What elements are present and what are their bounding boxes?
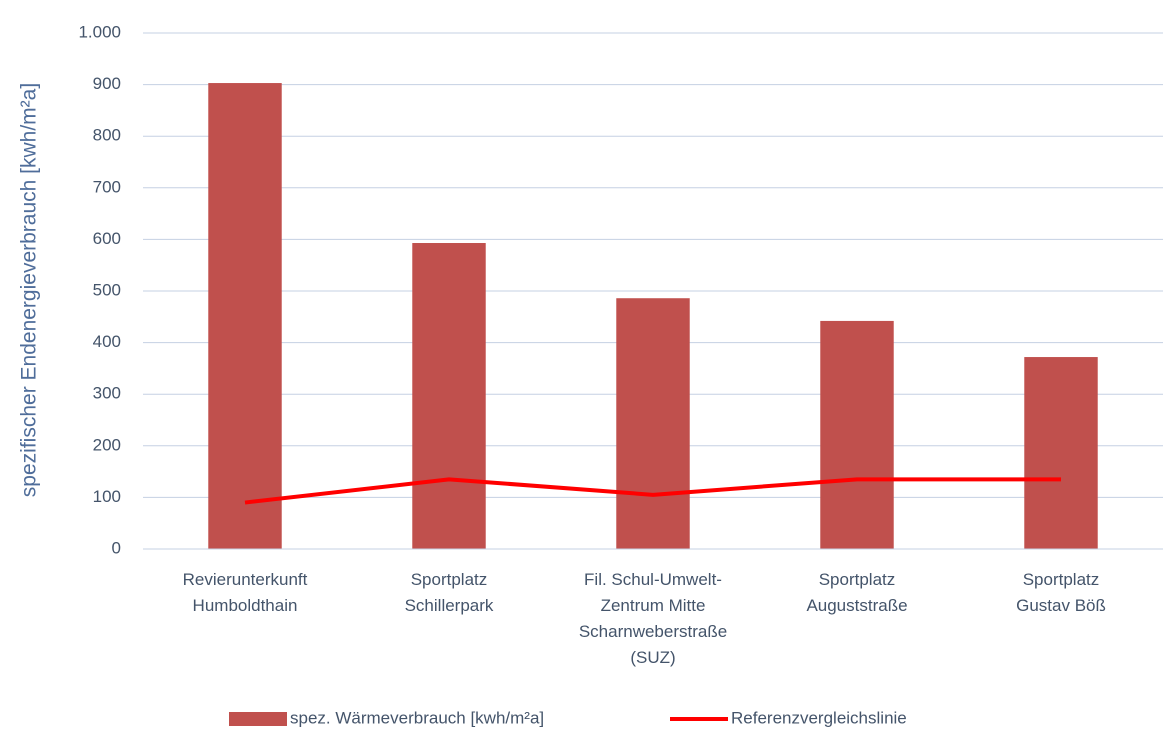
line — [244, 477, 1061, 505]
x-tick-label: Sportplatz Schillerpark — [404, 570, 494, 615]
y-tick-label: 200 — [93, 435, 121, 454]
bar — [616, 298, 690, 549]
x-tick-label: Sportplatz Auguststraße — [806, 570, 908, 615]
y-tick-label: 800 — [93, 126, 121, 145]
y-axis-title: spezifischer Endenergieverbrauch [kwh/m²… — [18, 83, 41, 497]
x-tick-label: Revierunterkunft Humboldthain — [182, 570, 308, 615]
x-tick-label: Sportplatz Gustav Böß — [1016, 570, 1106, 615]
y-tick-label: 1.000 — [78, 22, 121, 41]
bar — [412, 243, 486, 549]
y-tick-label: 600 — [93, 229, 121, 248]
y-tick-label: 100 — [93, 487, 121, 506]
bar — [1024, 357, 1098, 549]
legend-swatch — [229, 712, 287, 726]
legend-label: Referenzvergleichslinie — [731, 708, 907, 727]
y-tick-label: 0 — [112, 538, 121, 557]
bar — [208, 83, 282, 549]
y-tick-label: 400 — [93, 332, 121, 351]
y-tick-label: 500 — [93, 280, 121, 299]
y-tick-label: 700 — [93, 177, 121, 196]
x-tick-label: Fil. Schul-Umwelt- Zentrum Mitte Scharnw… — [578, 570, 728, 667]
y-tick-label: 300 — [93, 384, 121, 403]
bar — [820, 320, 894, 549]
legend-label: spez. Wärmeverbrauch [kwh/m²a] — [290, 708, 544, 727]
y-tick-label: 900 — [93, 74, 121, 93]
